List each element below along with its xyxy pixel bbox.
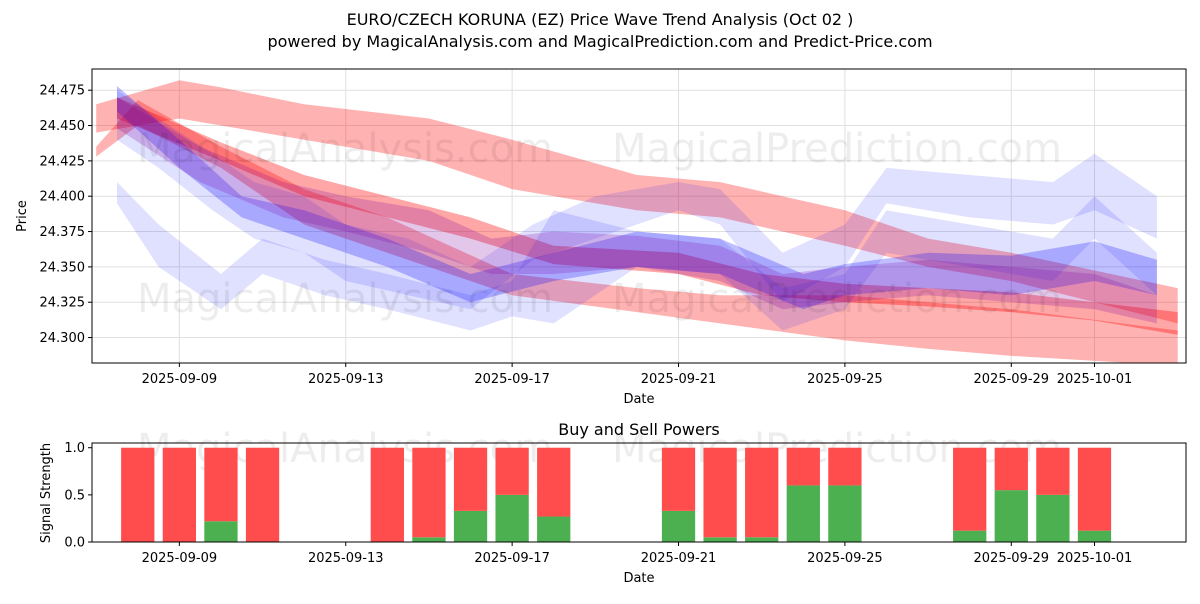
band-blue-band-1 [117, 90, 1157, 310]
signal-xtick-label: 2025-09-17 [474, 551, 550, 566]
sell-bar-2025-09-14 [370, 447, 404, 542]
band-red-band-lower [96, 100, 1178, 363]
buy-bar-2025-09-17 [495, 494, 529, 542]
chart-title: EURO/CZECH KORUNA (EZ) Price Wave Trend … [347, 10, 854, 29]
buy-bar-2025-09-21 [661, 510, 696, 542]
sell-bar-2025-09-24 [786, 447, 820, 486]
price-xtick-label: 2025-09-09 [142, 372, 218, 387]
signal-y-ticks: 0.0 0.5 1.0 [64, 441, 92, 551]
watermark-analysis: MagicalAnalysis.com [137, 126, 553, 172]
sell-bar-2025-09-30 [1036, 447, 1070, 495]
watermark-prediction: MagicalPrediction.com [612, 126, 1062, 172]
buy-bar-2025-10-01 [1077, 530, 1112, 542]
buy-bar-2025-09-25 [828, 485, 862, 542]
signal-xtick-label: 2025-10-01 [1057, 551, 1133, 566]
price-grid [92, 69, 1186, 363]
price-ytick-label: 24.475 [40, 84, 86, 99]
signal-ytick-label: 1.0 [64, 441, 85, 456]
signal-ytick-label: 0.5 [64, 488, 85, 503]
buy-sell-panel: Buy and Sell Powers MagicalAnalysis.com … [39, 420, 1187, 586]
sell-bar-2025-09-15 [412, 447, 446, 538]
sell-bar-2025-09-29 [994, 447, 1028, 491]
sell-bar-2025-09-11 [245, 447, 280, 542]
signal-x-ticks: 2025-09-09 2025-09-13 2025-09-17 2025-09-21… [142, 542, 1133, 566]
buy-bar-2025-09-29 [994, 490, 1028, 542]
price-ytick-label: 24.450 [40, 119, 86, 134]
sell-bar-2025-09-16 [453, 447, 488, 511]
price-xtick-label: 2025-10-01 [1057, 372, 1133, 387]
signal-y-axis-label: Signal Strength [39, 443, 54, 543]
signal-plot-frame [91, 442, 1187, 543]
sell-bar-2025-09-09 [162, 447, 196, 542]
signal-xtick-label: 2025-09-29 [974, 551, 1050, 566]
signal-xtick-label: 2025-09-21 [641, 551, 717, 566]
watermark-analysis-lower: MagicalAnalysis.com [137, 276, 553, 322]
price-ytick-label: 24.400 [40, 190, 86, 205]
signal-xtick-label: 2025-09-25 [807, 551, 883, 566]
buy-bar-2025-09-28 [953, 530, 987, 542]
signal-xtick-label: 2025-09-13 [308, 551, 384, 566]
price-ytick-label: 24.300 [40, 331, 86, 346]
band-blue-band-2 [117, 182, 1157, 331]
watermark-analysis-bottom: MagicalAnalysis.com [137, 426, 553, 472]
price-ytick-label: 24.350 [40, 260, 86, 275]
price-plot-frame [91, 68, 1187, 364]
buy-bar-2025-09-22 [703, 537, 737, 542]
buy-bar-2025-09-15 [412, 537, 446, 542]
price-y-axis-label: Price [15, 200, 30, 232]
sell-bar-2025-09-17 [495, 447, 529, 495]
buy-bar-2025-09-24 [786, 485, 820, 542]
buy-bar-2025-09-10 [204, 521, 238, 542]
price-ytick-label: 24.425 [40, 154, 86, 169]
price-x-axis-label: Date [623, 392, 654, 407]
buy-sell-title: Buy and Sell Powers [558, 420, 720, 439]
buy-bar-2025-09-16 [453, 510, 488, 542]
sell-bar-2025-10-01 [1077, 447, 1112, 531]
chart-subtitle: powered by MagicalAnalysis.com and Magic… [267, 32, 932, 51]
band-purple-mix [117, 97, 1157, 324]
price-ytick-label: 24.375 [40, 225, 86, 240]
price-bands [96, 80, 1178, 363]
sell-bar-2025-09-18 [537, 447, 571, 517]
sell-bar-2025-09-08 [121, 447, 155, 542]
band-red-band-upper [96, 80, 1178, 324]
buy-bar-2025-09-18 [537, 516, 571, 542]
signal-xtick-label: 2025-09-09 [142, 551, 218, 566]
signal-ytick-label: 0.0 [64, 536, 85, 551]
sell-bar-2025-09-21 [661, 447, 696, 511]
price-y-ticks: 24.300 24.325 24.350 24.375 24.400 24.425 24.4… [40, 84, 92, 346]
band-blue-trend [117, 86, 1157, 310]
price-ytick-label: 24.325 [40, 296, 86, 311]
signal-x-axis-label: Date [623, 571, 654, 586]
sell-bar-2025-09-23 [745, 447, 779, 538]
band-red-trend [117, 97, 1178, 335]
price-xtick-label: 2025-09-21 [641, 372, 717, 387]
sell-bar-2025-09-28 [953, 447, 987, 531]
sell-bar-2025-09-10 [204, 447, 238, 522]
buy-bar-2025-09-30 [1036, 494, 1070, 542]
price-xtick-label: 2025-09-13 [308, 372, 384, 387]
watermark-prediction-lower: MagicalPrediction.com [612, 276, 1062, 322]
price-xtick-label: 2025-09-25 [807, 372, 883, 387]
sell-bar-2025-09-25 [828, 447, 862, 486]
sell-bar-2025-09-22 [703, 447, 737, 538]
price-xtick-label: 2025-09-17 [474, 372, 550, 387]
price-wave-panel: MagicalAnalysis.com MagicalPrediction.co… [15, 68, 1187, 407]
price-xtick-label: 2025-09-29 [974, 372, 1050, 387]
price-x-ticks: 2025-09-09 2025-09-13 2025-09-17 2025-09-21… [142, 363, 1133, 387]
signal-bars [121, 447, 1112, 542]
buy-bar-2025-09-23 [745, 537, 779, 542]
